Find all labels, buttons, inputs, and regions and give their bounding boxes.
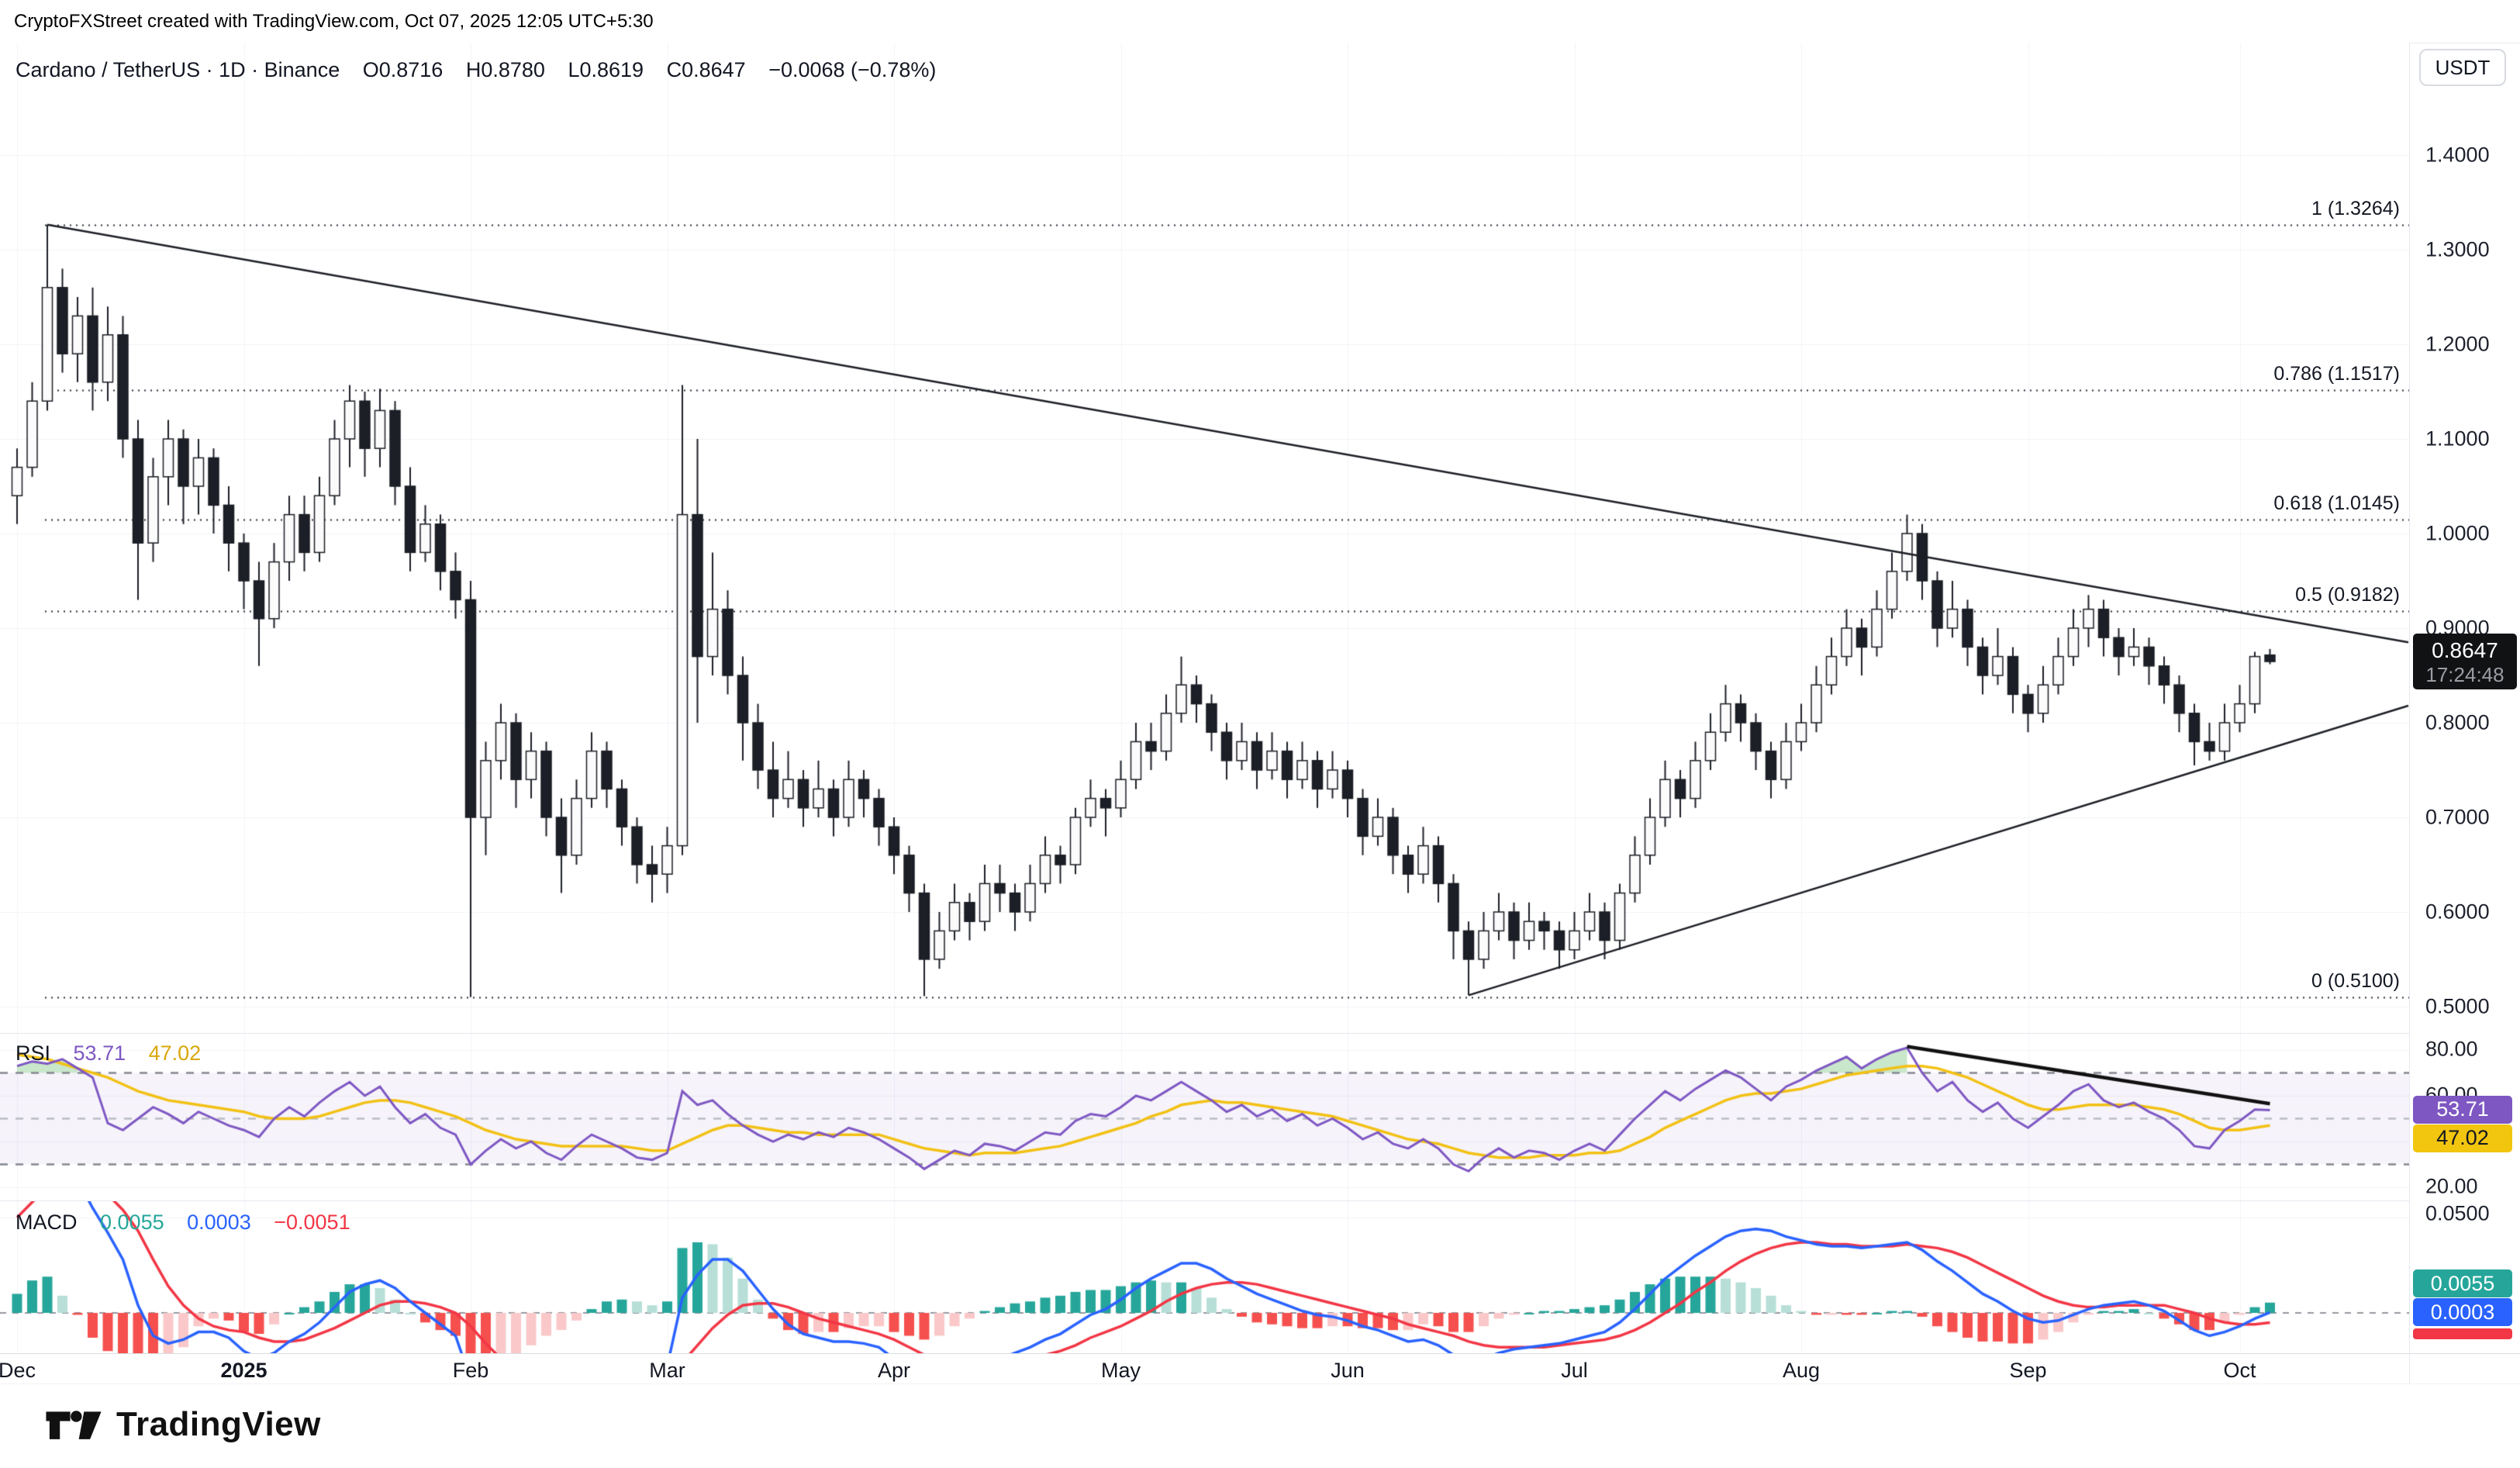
axis-corner [2409,1353,2520,1384]
macd-legend: MACD 0.0055 0.0003 −0.0051 [16,1211,368,1235]
rsi-value-badge: 53.71 [2413,1095,2512,1124]
credit-text: CryptoFXStreet created with TradingView.… [14,11,654,32]
macd-histogram-value: 0.0055 [100,1211,164,1234]
rsi-panel[interactable]: RSI 53.71 47.02 [0,1033,2409,1201]
time-axis-label: Oct [2223,1359,2256,1382]
price-axis-label: 1.1000 [2425,427,2490,451]
fib-level-label: 0.786 (1.1517) [2273,362,2400,385]
price-axis-label: 0.8000 [2425,710,2490,734]
price-axis-label: 1.4000 [2425,143,2490,167]
time-axis[interactable]: Dec 2025 Feb Mar Apr May Jun Jul Aug Sep Oct [0,1353,2409,1384]
price-axis-label: 0.7000 [2425,805,2490,829]
credit-bar: CryptoFXStreet created with TradingView.… [0,0,2520,43]
time-axis-label: Mar [649,1359,685,1382]
ohlc-close: C0.8647 [666,58,746,81]
ohlc-high: H0.8780 [465,58,545,81]
macd-title: MACD [16,1211,78,1234]
currency-toggle-button[interactable]: USDT [2419,49,2506,86]
rsi-ma-value: 47.02 [148,1041,202,1065]
time-axis-label: Sep [2009,1359,2047,1382]
price-axis-label: 1.0000 [2425,521,2490,545]
macd-chart-canvas[interactable] [0,1201,2409,1353]
price-axis[interactable]: USDT 1.4000 1.3000 1.2000 1.1000 1.0000 0.900… [2409,43,2520,1353]
rsi-axis-label: 20.00 [2425,1174,2478,1198]
candlestick-chart-canvas[interactable] [0,43,2409,1033]
macd-histogram-badge: 0.0055 [2413,1269,2512,1298]
rsi-legend: RSI 53.71 47.02 [16,1041,218,1066]
last-price-badge: 0.8647 17:24:48 [2413,634,2517,690]
ohlc-change: −0.0068 (−0.78%) [768,58,937,81]
rsi-main-value: 53.71 [73,1041,126,1065]
rsi-chart-canvas[interactable] [0,1034,2409,1200]
fib-level-label: 0 (0.5100) [2311,969,2400,992]
ohlc-low: L0.8619 [568,58,644,81]
time-axis-label: 2025 [220,1359,268,1382]
tradingview-logo-icon [46,1411,102,1439]
time-axis-label: Feb [452,1359,489,1382]
time-axis-label: Aug [1782,1359,1821,1382]
symbol-legend: Cardano / TetherUS · 1D · Binance O0.871… [16,58,953,82]
fib-level-label: 1 (1.3264) [2311,197,2400,219]
price-axis-label: 0.6000 [2425,900,2490,924]
bar-countdown: 17:24:48 [2425,663,2504,687]
rsi-ma-value-badge: 47.02 [2413,1124,2512,1152]
fib-level-label: 0.5 (0.9182) [2295,583,2400,606]
macd-signal-badge [2413,1328,2512,1340]
footer: TradingView [0,1383,2520,1468]
fib-level-label: 0.618 (1.0145) [2273,492,2400,515]
last-price-value: 0.8647 [2432,638,2498,663]
tradingview-logo[interactable]: TradingView [45,1401,321,1448]
time-axis-label: May [1100,1359,1141,1382]
tradingview-logo-text: TradingView [116,1405,321,1443]
macd-line-value: 0.0003 [187,1211,251,1234]
main-chart-panel[interactable]: Cardano / TetherUS · 1D · Binance O0.871… [0,43,2409,1033]
price-axis-label: 0.5000 [2425,994,2490,1018]
ohlc-open: O0.8716 [362,58,444,81]
macd-axis-label: 0.0500 [2425,1201,2490,1225]
macd-signal-value: −0.0051 [274,1211,350,1234]
time-axis-label: Apr [877,1359,911,1382]
time-axis-label: Jul [1561,1359,1588,1382]
time-axis-label: Dec [0,1359,36,1382]
price-axis-label: 1.2000 [2425,332,2490,356]
macd-panel[interactable]: MACD 0.0055 0.0003 −0.0051 [0,1200,2409,1354]
symbol-title: Cardano / TetherUS · 1D · Binance [16,58,340,81]
price-axis-label: 1.3000 [2425,237,2490,261]
rsi-title: RSI [16,1041,51,1065]
macd-line-badge: 0.0003 [2413,1298,2512,1327]
rsi-axis-label: 80.00 [2425,1037,2478,1061]
time-axis-label: Jun [1331,1359,1365,1382]
